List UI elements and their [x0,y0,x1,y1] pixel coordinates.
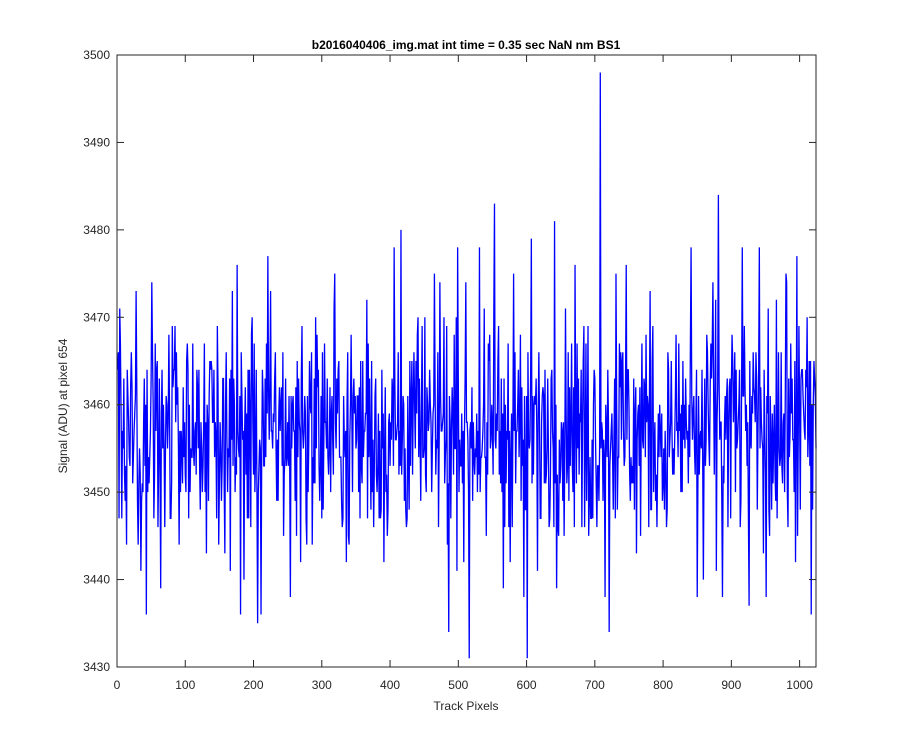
y-axis-label: Signal (ADU) at pixel 654 [56,338,70,473]
y-tick-label: 3430 [83,660,110,674]
x-tick-label: 200 [244,678,264,692]
x-axis-label: Track Pixels [434,699,499,713]
y-tick-label: 3500 [83,48,110,62]
y-tick-label: 3460 [83,398,110,412]
axes-box [116,54,817,668]
chart-title: b2016040406_img.mat int time = 0.35 sec … [312,38,621,52]
x-tick-label: 1000 [786,678,813,692]
y-tick-label: 3490 [83,135,110,149]
x-tick-label: 700 [585,678,605,692]
series-layer [117,72,817,659]
x-tick-label: 500 [448,678,468,692]
y-tick-label: 3440 [83,573,110,587]
x-tick-label: 800 [653,678,673,692]
x-tick-label: 400 [380,678,400,692]
ticks-layer: 0 100 200 300 400 500 600 700 800 900 1000 3430 3440… [83,48,816,692]
x-tick-label: 900 [721,678,741,692]
x-tick-label: 600 [517,678,537,692]
series-line [117,72,817,659]
y-tick-label: 3480 [83,223,110,237]
x-tick-label: 0 [114,678,121,692]
y-tick-label: 3450 [83,485,110,499]
x-tick-label: 300 [312,678,332,692]
y-tick-label: 3470 [83,310,110,324]
x-tick-label: 100 [175,678,195,692]
